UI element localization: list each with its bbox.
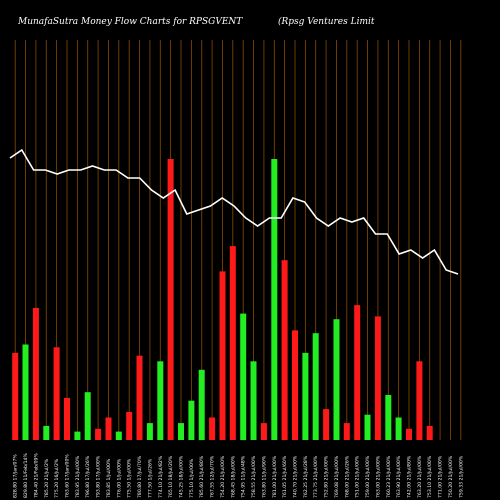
price-line-group: [9, 148, 459, 275]
volume-bar: [115, 431, 122, 440]
volume-bar: [74, 431, 81, 440]
x-tick-label: 781.00 21/Jul/00%: [272, 455, 278, 498]
volume-bar: [95, 428, 102, 440]
x-tick-label: 763.20 21/Jul/00%: [417, 455, 423, 498]
volume-bar: [364, 414, 371, 440]
volume-bar: [343, 423, 350, 440]
volume-bar: [406, 428, 412, 440]
volume-bar: [333, 319, 340, 440]
volume-bar: [167, 159, 174, 440]
x-tick-label: 776.00 1/Jul/00%: [116, 458, 122, 498]
x-tick-label: 785.60 21/Jul/80%: [199, 455, 205, 498]
x-tick-label: 763.60 17/Jan/00%: [65, 454, 71, 498]
volume-bar: [64, 397, 70, 440]
x-tick-label: 793.80 17/Jul/00%: [96, 455, 102, 498]
volume-bar: [84, 392, 91, 440]
volume-bar: [157, 361, 164, 440]
x-tick-label: 763.00 21/Jul/00%: [375, 455, 381, 498]
volume-bar: [198, 369, 205, 441]
x-tick-label: 754.95 11/Jul/48%: [241, 455, 247, 498]
x-tick-label: 754.20 21/Jul/00%: [220, 455, 226, 498]
volume-bar: [385, 395, 392, 440]
volume-bar: [312, 333, 319, 440]
x-tick-label: 771.00 21/Jul/00%: [438, 455, 444, 498]
volume-bar: [323, 409, 330, 440]
volume-bar: [260, 423, 267, 440]
chart-title-company: (Rpsg Ventures Limit: [278, 16, 375, 27]
volume-bar: [188, 400, 195, 440]
volume-bar: [146, 423, 153, 440]
chart-title: MunafaSutra Money Flow Charts for RPSGVE…: [17, 17, 243, 27]
volume-bar: [53, 347, 60, 440]
x-tick-label: 783.95 21/Jul/00%: [75, 455, 81, 498]
volume-bar: [302, 352, 309, 440]
x-tick-label: 740.70 21/Jul/00%: [293, 455, 299, 498]
volume-bar: [281, 260, 288, 440]
volume-bar: [271, 159, 278, 440]
x-tick-label: 745.25 18/Jul/00%: [179, 455, 185, 498]
x-tick-label: 774.10 21/Jul/82%: [158, 455, 164, 498]
x-tick-label: 784.40 21/Feb/09%: [33, 453, 39, 498]
x-tick-label: 829.80 11/Feb/14%: [23, 453, 29, 498]
volume-bar: [22, 344, 29, 440]
price-line: [9, 148, 459, 275]
x-tick-label: 796.80 17/Jul/26%: [85, 455, 91, 498]
volume-bar: [250, 361, 257, 440]
x-tick-label: 759.33 21/Jul/00%: [458, 455, 464, 498]
volume-bar: [105, 417, 112, 440]
volume-bar: [240, 313, 247, 441]
x-tick-label: 780.80 17/Jul/70%: [137, 455, 143, 498]
x-tick-label: 763.90 21/Jul/00%: [396, 455, 402, 498]
x-tick-label: 750.20 21/Jul/00%: [448, 455, 454, 498]
x-tick-label: 760.23 21/Jul/00%: [386, 455, 392, 498]
x-tick-label: 753.10 21/Jul/00%: [427, 455, 433, 498]
x-tick-label: 752.80 21/Jul/00%: [324, 455, 330, 498]
x-tick-label: 828.80 17/Jan/07%: [13, 454, 19, 498]
x-tick-label: 762.25 21/Jul/28%: [303, 455, 309, 498]
volume-bar: [426, 425, 433, 440]
volume-bar: [126, 411, 133, 440]
volume-bar: [32, 307, 39, 440]
x-tick-label: 775.20 16/Jul/2%: [54, 458, 60, 498]
volume-bar: [229, 246, 236, 440]
x-tick-label: 759.00 21/Jul/00%: [365, 455, 371, 498]
x-tick-label: 763.80 11/Jul/90%: [261, 455, 267, 498]
x-tick-label: 758.55 21/Jul/00%: [251, 455, 257, 498]
volume-bar: [43, 425, 50, 440]
x-tick-label: 773.75 21/Jul/00%: [313, 455, 319, 498]
x-tick-label: 775.50 1/Jul/00%: [127, 458, 133, 498]
x-tick-label: 765.10 18/Jul/20%: [168, 455, 174, 498]
x-tick-label: 768.45 18/Jul/00%: [230, 455, 236, 498]
volume-bar: [354, 305, 361, 440]
volume-bar: [395, 417, 402, 440]
x-tick-labels: 828.80 17/Jan/07% 829.80 11/Feb/14% 784.40…: [13, 453, 465, 498]
volume-bar: [416, 361, 423, 440]
x-tick-label: 775.10 1/Jul/00%: [189, 458, 195, 498]
volume-bar: [136, 355, 143, 440]
x-tick-label: 777.50 1/Jul/26%: [147, 458, 153, 498]
x-tick-label: 767.55 12/Jul/70%: [210, 455, 216, 498]
x-tick-label: 751.00 21/Jul/00%: [355, 455, 361, 498]
volume-bar: [374, 316, 381, 440]
volume-bar: [178, 423, 184, 440]
volume-bar: [209, 417, 216, 440]
x-tick-label: 785.20 21/Jul/2%: [44, 458, 50, 498]
x-tick-label: 783.85 1/Jul/00%: [106, 458, 112, 498]
volume-bars: [12, 159, 433, 441]
volume-bar: [292, 330, 298, 440]
x-tick-label: 742.00 21/Jul/80%: [407, 455, 413, 498]
volume-bar: [219, 271, 226, 440]
volume-bar: [12, 352, 19, 440]
x-tick-label: 769.08 21/Jul/00%: [334, 455, 340, 498]
x-tick-label: 768.00 21/Jul/26%: [344, 455, 350, 498]
x-tick-label: 761.05 21/Jul/60%: [282, 455, 288, 498]
